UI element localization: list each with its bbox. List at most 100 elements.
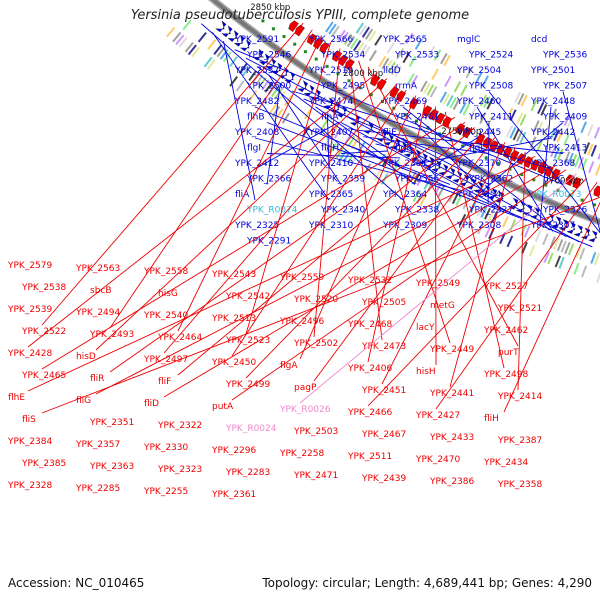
- gene-callout-line: [41, 196, 600, 414]
- gene-callout-line: [254, 121, 340, 170]
- cog-category-bar: [378, 55, 387, 68]
- gene-label: flhB: [247, 113, 265, 123]
- cog-category-bar: [564, 242, 571, 254]
- cog-category-bar: [451, 192, 459, 205]
- cog-category-bar: [443, 54, 451, 67]
- gene-callout-line: [367, 101, 427, 363]
- gene-callout-line: [444, 111, 505, 369]
- gene-label: YPK_2494: [75, 308, 121, 318]
- gene-callout-line: [177, 127, 476, 376]
- forward-feature-arrow: [284, 71, 296, 84]
- gene-callout-line: [328, 137, 451, 185]
- gene-label: YPK_2460: [456, 97, 502, 107]
- gene-label: YPK_2500: [246, 82, 292, 92]
- gene-label: YPK_2356: [394, 175, 440, 185]
- tick-mark: [580, 198, 584, 202]
- gene-label: YPK_2523: [225, 336, 270, 346]
- reverse-feature-arrow: [530, 159, 540, 171]
- gene-label: YPK_2533: [394, 51, 439, 61]
- gene-label: YPK_2325: [234, 221, 279, 231]
- gene-label: YPK_2427: [415, 411, 460, 421]
- cog-category-bar: [459, 213, 467, 226]
- forward-feature-arrow: [551, 216, 562, 228]
- cog-category-bar: [479, 112, 487, 124]
- gene-label: rrmA: [395, 82, 418, 92]
- cog-category-bar: [368, 50, 377, 62]
- gene-callout-line: [95, 160, 546, 395]
- topology-summary: Topology: circular; Length: 4,689,441 bp…: [262, 576, 592, 590]
- gene-label: YPK_2559: [279, 273, 325, 283]
- gene-callout-line: [503, 201, 600, 413]
- tick-mark: [358, 86, 362, 90]
- gene-label: YPK_2310: [308, 221, 354, 231]
- gene-label: YPK_2354: [456, 190, 502, 200]
- gene-label: YPK_2296: [211, 446, 257, 456]
- gene-label: lacY: [416, 323, 435, 333]
- tick-mark: [293, 42, 297, 46]
- cog-category-bar: [427, 45, 436, 58]
- cog-category-bar: [579, 247, 586, 260]
- cog-category-bar: [580, 121, 587, 134]
- gene-callout-line: [109, 29, 313, 329]
- cog-category-bar: [337, 29, 346, 41]
- cog-category-bar: [558, 256, 565, 269]
- gene-label: dcd: [531, 35, 547, 45]
- gene-callout-line: [41, 22, 304, 326]
- gene-label: YPK_2502: [293, 339, 338, 349]
- gene-callout-line: [163, 165, 556, 398]
- cog-category-bar: [275, 108, 284, 120]
- cog-category-bar: [446, 95, 454, 107]
- forward-feature-arrow: [383, 133, 394, 146]
- gene-label: YPK_2255: [143, 487, 188, 497]
- cog-category-bar: [277, 90, 287, 102]
- cog-category-bar: [521, 241, 528, 254]
- cog-category-bar: [506, 235, 514, 248]
- cog-category-bar: [353, 40, 362, 52]
- tick-mark: [508, 167, 512, 171]
- cog-category-bar: [187, 44, 197, 56]
- gene-label: YPK_2527: [483, 282, 528, 292]
- gene-label: YPK_2322: [157, 421, 202, 431]
- gene-callout-line: [41, 116, 456, 370]
- tick-mark: [381, 100, 384, 103]
- gene-label: fliS: [22, 415, 36, 425]
- gene-label: YPK_2366: [246, 175, 292, 185]
- cog-category-bar: [349, 155, 358, 167]
- gene-callout-line: [254, 106, 593, 248]
- reverse-feature-arrow: [288, 20, 299, 32]
- gene-label: YPK_2522: [21, 327, 66, 337]
- cog-category-bar: [433, 49, 442, 61]
- cog-category-bar: [505, 125, 514, 138]
- forward-feature-arrow: [215, 20, 227, 33]
- gene-label: YPK_2468: [347, 320, 393, 330]
- gene-callout-line: [27, 72, 378, 348]
- gene-label: YPK_2470: [415, 455, 461, 465]
- gene-label: YPK_2449: [429, 345, 475, 355]
- cog-category-bar: [483, 207, 491, 220]
- gene-callout-line: [303, 98, 478, 170]
- gene-label: YPK_2428: [7, 349, 53, 359]
- forward-feature-arrow: [221, 25, 233, 38]
- forward-feature-arrow: [580, 227, 591, 240]
- cog-category-bar: [356, 42, 365, 54]
- reverse-feature-arrow: [475, 133, 486, 146]
- gene-label: YPK_2408: [234, 128, 280, 138]
- gene-label: YPK_2361: [211, 490, 256, 500]
- gene-label: putA: [212, 402, 234, 412]
- cog-category-bar: [391, 63, 399, 76]
- gene-label: YPK_2499: [225, 380, 271, 390]
- forward-feature-arrow: [323, 97, 334, 110]
- cog-category-bar: [563, 114, 571, 127]
- gene-label: YPK_2381: [382, 159, 427, 169]
- cog-category-bar: [580, 265, 588, 278]
- gene-label: metG: [430, 301, 455, 311]
- cog-category-bar: [509, 219, 517, 232]
- cog-category-bar: [426, 84, 435, 96]
- gene-callout-line: [348, 54, 383, 341]
- cog-category-bar: [339, 149, 348, 161]
- cog-category-bar: [553, 237, 560, 250]
- gene-callout-line: [201, 23, 404, 201]
- gene-label: YPK_2309: [382, 221, 428, 231]
- tick-mark: [282, 35, 286, 38]
